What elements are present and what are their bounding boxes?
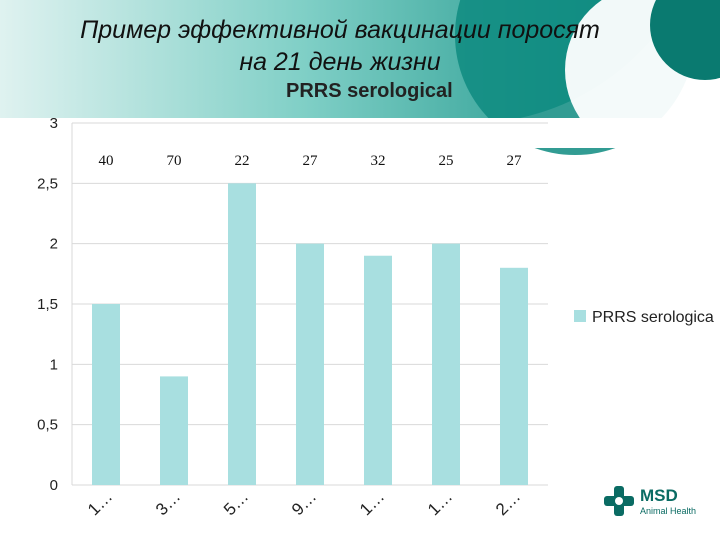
x-tick-label: 1… (84, 487, 116, 519)
count-label: 27 (303, 153, 319, 169)
slide-title-line1: Пример эффективной вакцинации поросят (80, 16, 600, 44)
bar (432, 243, 460, 485)
count-label: 32 (371, 153, 386, 169)
count-label: 70 (167, 153, 182, 169)
y-tick-label: 2,5 (37, 175, 58, 192)
msd-logo-subtext: Animal Health (640, 506, 697, 516)
legend-swatch (574, 310, 586, 322)
chart-title: PRRS serological (286, 80, 453, 102)
y-tick-label: 2 (50, 236, 58, 253)
msd-logo: MSD Animal Health (604, 484, 704, 524)
count-label: 27 (507, 153, 523, 169)
x-tick-label: 2… (492, 487, 524, 519)
legend-label: PRRS serologica (592, 309, 714, 326)
y-tick-label: 1 (50, 356, 58, 373)
y-tick-label: 1,5 (37, 296, 58, 313)
x-tick-label: 1… (424, 487, 456, 519)
x-tick-label: 9… (288, 487, 320, 519)
count-label: 25 (439, 153, 454, 169)
y-axis-ticks: 0 0,5 1 1,5 2 2,5 3 (37, 115, 58, 494)
bar (92, 304, 120, 485)
header-circle-small (650, 0, 720, 80)
msd-logo-text: MSD (640, 486, 678, 505)
slide-title: Пример эффективной вакцинации поросят на… (0, 14, 680, 78)
bar (364, 255, 392, 485)
slide-title-line2: на 21 день жизни (239, 48, 441, 76)
x-tick-label: 5… (220, 487, 252, 519)
y-tick-label: 0,5 (37, 417, 58, 434)
bar (296, 243, 324, 485)
msd-logo-icon (604, 486, 634, 516)
bar (228, 183, 256, 486)
count-label: 22 (235, 153, 250, 169)
x-tick-label: 1… (356, 487, 388, 519)
bars (92, 183, 528, 486)
count-label: 40 (99, 153, 114, 169)
bar (500, 267, 528, 485)
x-axis-ticks: 1… 3… 5… 9… 1… 1… 2… (84, 487, 524, 519)
legend: PRRS serologica (574, 309, 714, 326)
count-labels: 40 70 22 27 32 25 27 (99, 153, 523, 169)
x-tick-label: 3… (152, 487, 184, 519)
bar (160, 376, 188, 485)
y-tick-label: 0 (50, 477, 58, 494)
y-tick-label: 3 (50, 115, 58, 132)
